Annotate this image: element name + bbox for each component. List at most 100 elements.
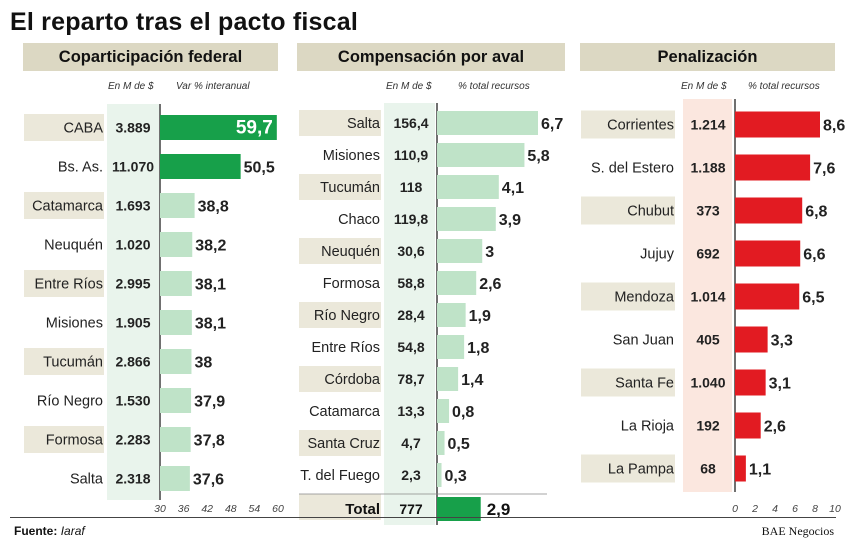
row-band — [299, 110, 381, 136]
data-label: 38 — [194, 355, 212, 372]
bar-header-coparticipacion: Var % interanual — [176, 81, 250, 92]
amount-label: 2.283 — [115, 432, 150, 448]
amount-label: 1.040 — [690, 375, 725, 391]
bar — [437, 335, 465, 359]
amount-label: 3.889 — [115, 120, 150, 136]
data-label: 1,9 — [469, 308, 491, 325]
data-label: 6,5 — [802, 290, 824, 307]
data-label: 4,1 — [502, 180, 524, 197]
amount-label: 11.070 — [112, 159, 154, 175]
bar — [735, 111, 820, 138]
bar — [437, 367, 459, 391]
amount-label: 156,4 — [393, 115, 428, 131]
bar — [160, 388, 192, 413]
data-label: 37,8 — [194, 433, 225, 450]
tick-label: 42 — [201, 503, 213, 515]
data-label: 8,6 — [823, 118, 845, 135]
source-label: Fuente: — [14, 524, 58, 538]
tick-label: 4 — [772, 503, 778, 515]
bar — [735, 455, 746, 482]
category-label: Río Negro — [314, 308, 380, 324]
category-label: Tucumán — [320, 180, 380, 196]
row-band — [581, 110, 675, 139]
row-band — [581, 454, 675, 483]
tick-label: 54 — [249, 503, 261, 515]
category-label: Neuquén — [44, 238, 103, 254]
category-label: Misiones — [46, 316, 103, 332]
bar — [160, 154, 241, 179]
amount-label: 30,6 — [397, 243, 424, 259]
bar — [160, 193, 195, 218]
category-label: Formosa — [323, 276, 381, 292]
amount-label: 118 — [400, 179, 423, 195]
category-label: T. del Fuego — [300, 468, 380, 484]
data-label: 7,6 — [813, 161, 835, 178]
amount-label: 692 — [696, 246, 720, 262]
bar — [735, 154, 811, 181]
category-label: Chaco — [338, 212, 380, 228]
amount-label: 2.995 — [115, 276, 150, 292]
bar — [437, 111, 538, 135]
bar — [160, 466, 190, 491]
bar — [437, 143, 525, 167]
row-band — [24, 348, 104, 375]
bar — [437, 431, 445, 455]
value-header-coparticipacion: En M de $ — [108, 81, 154, 92]
data-label: 38,1 — [195, 277, 226, 294]
amount-label: 373 — [696, 203, 720, 219]
category-label: Santa Cruz — [307, 436, 380, 452]
data-label: 50,5 — [244, 160, 275, 177]
row-band — [24, 426, 104, 453]
data-label: 38,2 — [195, 238, 226, 255]
category-label: Neuquén — [321, 244, 380, 260]
bar-header-penalizacion: % total recursos — [748, 81, 820, 92]
bar — [160, 232, 193, 257]
category-label: Santa Fe — [615, 376, 674, 392]
amount-label: 78,7 — [397, 371, 424, 387]
source-value: Iaraf — [60, 524, 85, 538]
data-label: 38,1 — [195, 316, 226, 333]
bar — [735, 369, 766, 396]
bar — [735, 326, 768, 353]
amount-column-shade — [683, 99, 732, 492]
bar — [437, 239, 483, 263]
category-label: Tucumán — [43, 355, 103, 371]
category-label: Misiones — [323, 148, 380, 164]
row-band — [581, 196, 675, 225]
credit: BAE Negocios — [761, 524, 834, 538]
bar — [160, 115, 277, 140]
tick-label: 2 — [751, 503, 758, 515]
category-label: Entre Ríos — [35, 277, 104, 293]
amount-column-shade — [107, 104, 159, 500]
row-band — [24, 192, 104, 219]
panel-title-compensacion: Compensación por aval — [297, 43, 565, 71]
total-label: Total — [345, 501, 380, 518]
row-band — [299, 366, 381, 392]
bar — [735, 283, 800, 310]
data-label: 37,9 — [194, 394, 225, 411]
bar — [437, 463, 442, 487]
category-label: La Rioja — [621, 419, 675, 435]
amount-label: 4,7 — [401, 435, 421, 451]
bar — [735, 240, 801, 267]
row-band — [24, 114, 104, 141]
category-label: Chubut — [627, 204, 674, 220]
bar — [437, 175, 499, 199]
bar — [437, 207, 496, 231]
amount-label: 1.693 — [115, 198, 150, 214]
bar — [437, 271, 477, 295]
category-label: Río Negro — [37, 394, 103, 410]
row-band — [299, 430, 381, 456]
data-label: 0,8 — [452, 404, 474, 421]
chart-title: El reparto tras el pacto fiscal — [10, 8, 358, 36]
amount-label: 405 — [696, 332, 720, 348]
bar — [160, 427, 191, 452]
data-label: 1,8 — [467, 340, 489, 357]
amount-label: 119,8 — [394, 211, 428, 227]
row-band — [299, 238, 381, 264]
panel-title-penalizacion: Penalización — [580, 43, 835, 71]
data-label: 3,3 — [771, 333, 793, 350]
data-label: 5,8 — [527, 148, 549, 165]
tick-label: 48 — [225, 503, 237, 515]
bar-header-compensacion: % total recursos — [458, 81, 530, 92]
